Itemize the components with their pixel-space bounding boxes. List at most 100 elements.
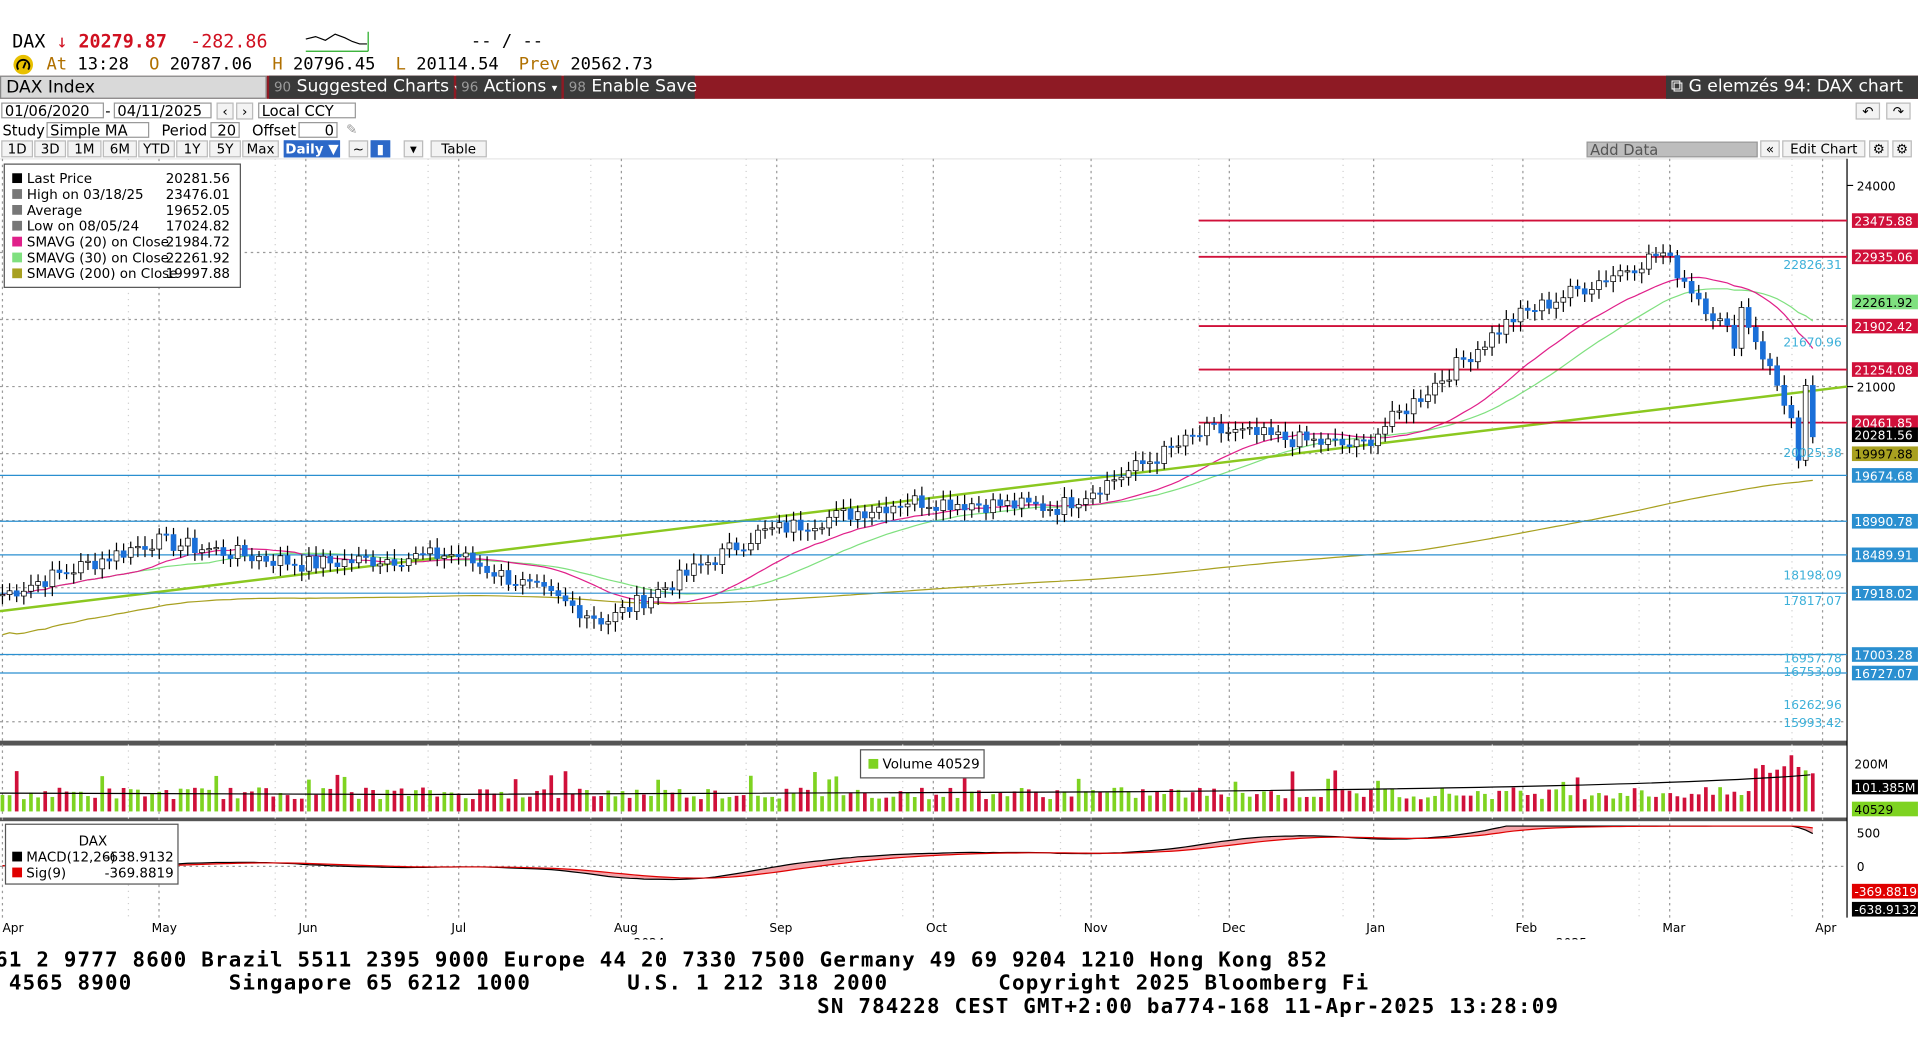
volume-bar	[741, 795, 746, 812]
actions-menu[interactable]: 96 Actions ▾	[456, 75, 562, 99]
candle-body	[227, 555, 234, 559]
volume-bar	[1689, 793, 1694, 812]
candle-chart-icon[interactable]: ▮	[370, 140, 391, 158]
legend-swatch	[12, 252, 23, 263]
range-3d-button[interactable]: 3D	[34, 140, 67, 158]
candle-body	[1168, 445, 1175, 448]
chart-title-button[interactable]: ⧉ G elemzés 94: DAX chart	[1665, 75, 1918, 99]
pencil-icon[interactable]: ✎	[346, 122, 358, 138]
volume-bar	[356, 798, 361, 812]
price-tag-label: 17003.28	[1854, 648, 1912, 662]
volume-tag-bg	[1851, 779, 1918, 795]
currency-select[interactable]: Local CCY	[258, 102, 356, 119]
candle-body	[206, 548, 212, 551]
range-max-button[interactable]: Max	[242, 140, 279, 158]
candle-body	[854, 511, 861, 520]
candle-body	[1417, 398, 1424, 402]
volume-bar	[991, 794, 995, 812]
redo-icon[interactable]: ↷	[1886, 102, 1911, 120]
candle-body	[1425, 394, 1431, 402]
suggested-charts-menu[interactable]: 90 Suggested Charts ▾	[269, 75, 460, 99]
edit-chart-button[interactable]: Edit Chart	[1782, 140, 1866, 158]
candle-body	[0, 594, 6, 597]
volume-bar	[1761, 764, 1765, 812]
macd-histogram-fill	[2, 826, 1813, 880]
prev-period-icon[interactable]: ‹	[216, 102, 234, 120]
volume-bar	[1490, 798, 1494, 812]
x-tick-label: Apr	[1815, 921, 1837, 935]
volume-bar	[520, 797, 525, 812]
signal-line	[2, 825, 1813, 879]
candle-body	[170, 534, 177, 551]
macd-legend: DAX MACD(12,26) -638.9132 Sig(9) -369.88…	[4, 823, 179, 885]
candle-body	[277, 555, 284, 566]
volume-legend: Volume 40529	[859, 749, 985, 779]
volume-bar	[86, 796, 90, 812]
range-1m-button[interactable]: 1M	[67, 140, 102, 158]
candle-body	[605, 621, 612, 625]
range-ytd-button[interactable]: YTD	[138, 140, 175, 158]
candle-body	[398, 564, 405, 567]
candle-body	[1296, 431, 1303, 448]
actions-label: Actions	[483, 76, 547, 97]
add-data-input[interactable]: Add Data	[1586, 141, 1758, 158]
range-1d-button[interactable]: 1D	[1, 140, 34, 158]
undo-icon[interactable]: ↶	[1855, 102, 1881, 120]
candle-body	[1567, 285, 1574, 299]
candle-body	[548, 585, 555, 592]
candle-body	[184, 537, 191, 547]
frequency-select[interactable]: Daily ▼	[283, 140, 341, 158]
end-date-input[interactable]: 04/11/2025	[113, 102, 212, 119]
enable-save-button[interactable]: 98 Enable Save	[563, 75, 697, 99]
line-chart-icon[interactable]: ~	[348, 140, 369, 158]
bid-ask: -- / --	[470, 31, 544, 52]
candle-body	[1204, 422, 1210, 437]
next-period-icon[interactable]: ›	[236, 102, 254, 120]
volume-bar	[442, 792, 447, 812]
security-field[interactable]: DAX Index	[0, 75, 267, 99]
macd-tag-bg	[1851, 901, 1918, 917]
chart-style-dropdown-icon[interactable]: ▾	[403, 140, 424, 158]
candle-body	[1325, 438, 1331, 445]
volume-bar	[1810, 773, 1815, 812]
chart-settings-icon[interactable]: ⚙	[1869, 140, 1889, 158]
volume-bar	[200, 788, 204, 812]
range-6m-button[interactable]: 6M	[102, 140, 137, 158]
volume-bar	[271, 796, 276, 812]
table-button[interactable]: Table	[430, 140, 487, 158]
macd-value: -638.9132	[104, 849, 174, 866]
period-input[interactable]: 20	[210, 122, 240, 138]
candle-body	[6, 590, 13, 595]
last-price-tag-label: 20281.56	[1854, 429, 1912, 443]
start-date-input[interactable]: 01/06/2020	[1, 102, 104, 119]
offset-input[interactable]: 0	[298, 122, 338, 138]
candle-body	[1781, 384, 1788, 406]
candle-body	[1631, 270, 1638, 274]
study-select[interactable]: Simple MA	[46, 122, 150, 138]
volume-bar	[1739, 795, 1744, 812]
volume-bar	[585, 790, 589, 812]
candle-body	[1218, 423, 1225, 434]
x-tick-label: Feb	[1516, 921, 1538, 935]
collapse-icon[interactable]: «	[1760, 140, 1780, 158]
volume-bar	[1069, 796, 1074, 812]
open-label: O	[149, 54, 160, 75]
candle-body	[904, 503, 911, 508]
range-1y-button[interactable]: 1Y	[176, 140, 208, 158]
volume-bar	[1176, 789, 1181, 812]
price-tag-label: 22935.06	[1854, 251, 1912, 265]
candle-body	[648, 597, 654, 609]
volume-bar	[307, 779, 311, 812]
chart-area[interactable]: Apr May Jun Jul Aug Sep Oct Nov Dec Jan Feb Mar Apr 2…	[0, 158, 1918, 940]
volume-bar	[1447, 793, 1452, 812]
volume-bar	[207, 789, 211, 812]
candle-body	[1638, 268, 1645, 274]
volume-bar	[677, 789, 682, 812]
candle-body	[384, 559, 391, 565]
legend-value: 23476.01	[165, 186, 230, 203]
range-5y-button[interactable]: 5Y	[209, 140, 241, 158]
sig-legend-item: Sig(9) -369.8819	[12, 865, 174, 881]
gear-icon[interactable]: ⚙	[1892, 140, 1912, 158]
candle-body	[127, 547, 134, 558]
